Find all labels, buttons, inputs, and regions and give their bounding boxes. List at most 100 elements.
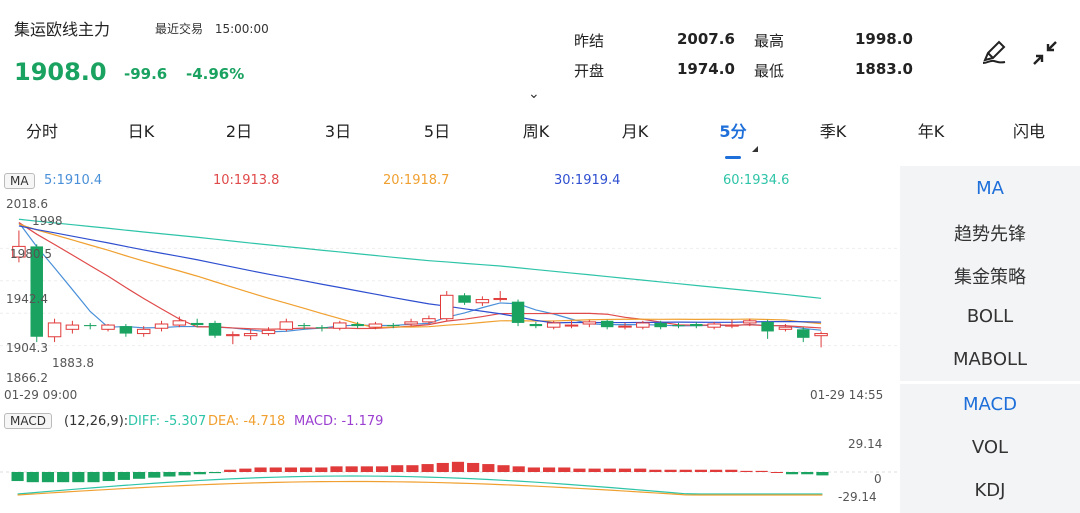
status-time: 15:00:00 [214,22,269,36]
indicator-trend[interactable]: 趋势先锋 [954,224,1026,245]
candle-body[interactable] [12,245,26,258]
candle-body[interactable] [279,321,294,330]
candle-body[interactable] [600,320,614,328]
candle-body[interactable] [814,333,828,337]
tab-month[interactable]: 月K [621,122,649,141]
candle-body[interactable] [475,299,490,304]
macd-chart[interactable] [0,432,898,513]
stat-label-open: 开盘 [574,62,605,80]
macd-bar [664,469,677,472]
chevron-down-icon[interactable]: ⌄ [528,86,540,102]
candle-body[interactable] [458,295,471,303]
tab-flash[interactable]: 闪电 [1012,122,1046,141]
macd-bar [482,464,495,472]
stat-value-high: 1998.0 [855,30,913,48]
candle-body[interactable] [226,334,240,337]
candle-body[interactable] [172,320,187,326]
candle-body[interactable] [47,322,62,338]
indicator-vol[interactable]: VOL [971,437,1009,458]
indicator-ma[interactable]: MA [976,178,1004,199]
candle-body[interactable] [65,324,80,330]
candle-body[interactable] [707,323,721,328]
candle-body[interactable] [654,322,667,328]
candle-body[interactable] [387,325,400,327]
stat-label-high: 最高 [754,32,785,50]
candle-body[interactable] [208,322,222,336]
macd-bar [679,469,692,472]
candle-body[interactable] [761,321,774,332]
indicator-kdj[interactable]: KDJ [974,480,1006,501]
candle-body[interactable] [315,327,329,329]
candle-body[interactable] [136,328,151,335]
indicator-boll[interactable]: BOLL [966,306,1014,327]
candle-body[interactable] [101,324,115,330]
macd-bar [436,462,449,472]
shrink-icon[interactable] [1030,38,1060,74]
tab-day[interactable]: 日K [127,122,155,141]
dropdown-triangle-icon[interactable] [752,146,758,152]
candle-body[interactable] [119,326,133,334]
ma20-line [18,223,822,329]
indicator-maboll[interactable]: MABOLL [952,349,1028,370]
tab-year[interactable]: 年K [917,122,945,141]
ma5-line [18,222,822,333]
candle-body[interactable] [618,325,632,328]
macd-bar [573,468,586,472]
macd-bar [72,472,85,483]
candle-body[interactable] [368,323,383,328]
candle-body[interactable] [564,324,579,327]
macd-bar [224,469,237,472]
instrument-title: 集运欧线主力 [14,20,111,39]
candle-body[interactable] [672,325,685,327]
edit-icon[interactable] [980,38,1008,72]
tab-fenshi[interactable]: 分时 [25,122,59,141]
indicator-macd[interactable]: MACD [963,394,1017,415]
candle-body[interactable] [261,329,276,335]
status-label: 最近交易 [155,22,204,36]
candle-body[interactable] [636,322,650,328]
candle-body[interactable] [333,322,347,329]
candle-body[interactable] [743,320,757,324]
macd-bar [740,470,753,472]
candle-body[interactable] [511,301,525,323]
candle-body[interactable] [546,322,561,328]
tab-5day[interactable]: 5日 [423,122,451,141]
candlestick-chart[interactable] [0,196,898,388]
ma10-line [18,221,822,330]
macd-y-top: 29.14 [848,437,883,451]
indicator-jijin[interactable]: 集金策略 [954,267,1026,288]
macd-bar [527,467,540,472]
candle-body[interactable] [440,294,454,320]
macd-bar [467,462,480,472]
candle-body[interactable] [797,329,810,338]
candle-body[interactable] [582,321,597,325]
tab-week[interactable]: 周K [522,122,550,141]
macd-bar [330,466,343,472]
macd-bar [375,466,389,472]
candle-body[interactable] [83,325,97,327]
candle-body[interactable] [778,326,793,330]
candle-body[interactable] [243,333,258,337]
candle-body[interactable] [351,324,364,327]
macd-bar [710,469,723,472]
tab-5min[interactable]: 5分 [719,122,747,141]
macd-tag[interactable]: MACD [4,413,52,429]
ma-tag[interactable]: MA [4,173,35,189]
candle-body[interactable] [725,324,739,327]
candle-body[interactable] [297,325,311,327]
y-label-1: 2018.6 [6,197,48,211]
candle-body[interactable] [690,324,703,327]
candle-body[interactable] [30,246,43,337]
price-change: -99.6 [124,65,168,83]
macd-params: (12,26,9): [64,414,129,429]
tab-2day[interactable]: 2日 [225,122,253,141]
candle-body[interactable] [529,324,543,327]
candle-body[interactable] [422,318,436,323]
tab-3day[interactable]: 3日 [324,122,352,141]
candle-body[interactable] [154,323,169,329]
candle-body[interactable] [493,297,507,301]
candle-body[interactable] [190,322,204,326]
macd-diff-line [17,475,823,495]
candle-body[interactable] [404,321,418,325]
tab-quarter[interactable]: 季K [819,122,847,141]
